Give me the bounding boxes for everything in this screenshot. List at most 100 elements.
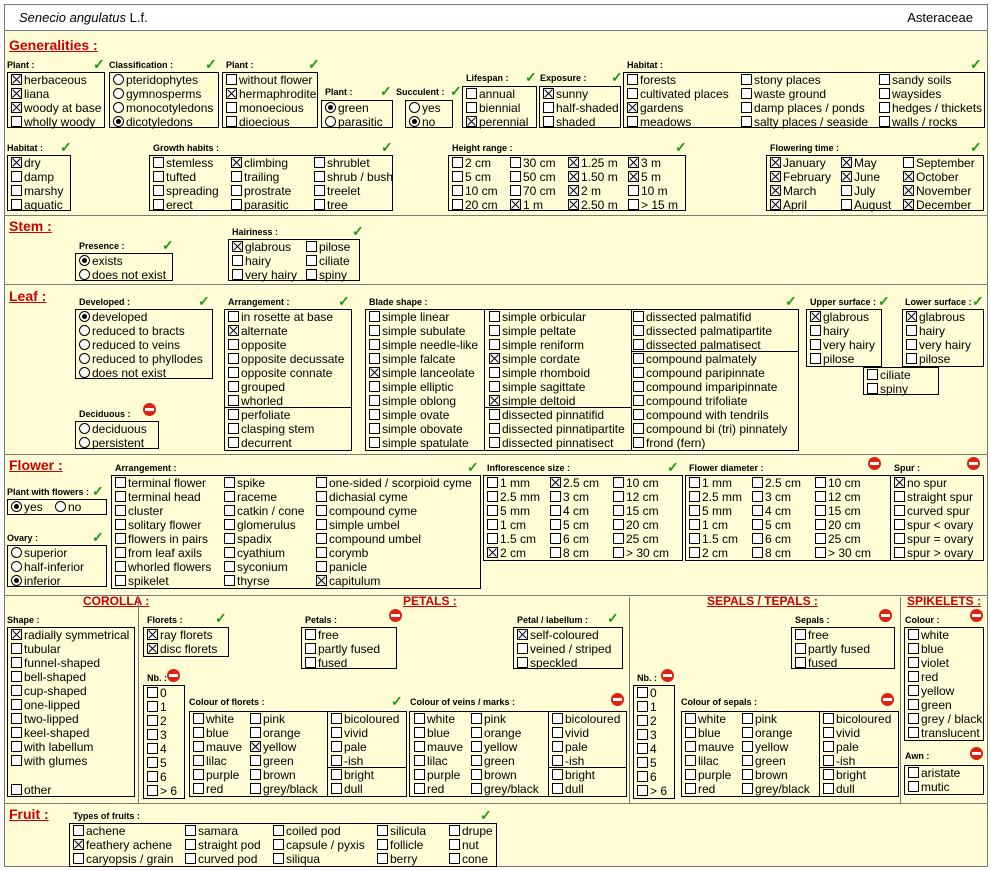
g-fdia-option-25-cm[interactable]: 25 cm [815,532,861,546]
checkbox[interactable] [331,713,342,724]
checkbox[interactable] [879,74,890,85]
g-petals-option-free[interactable]: free [305,628,339,642]
checkbox[interactable] [810,339,821,350]
checkbox[interactable] [552,755,563,766]
g-fdia-option-10-cm[interactable]: 10 cm [815,476,861,490]
checkbox[interactable] [489,423,500,434]
g-grow-option-tufted[interactable]: tufted [153,170,196,184]
checkbox[interactable] [314,171,325,182]
checkbox[interactable] [471,769,482,780]
radio-button[interactable] [113,102,124,113]
g-blade-option-simple-lanceolate[interactable]: simple lanceolate [369,366,475,380]
g-fdia-option-2-5-cm[interactable]: 2.5 cm [752,476,801,490]
g-flow-option-july[interactable]: July [841,184,875,198]
g-fdia-option-6-cm[interactable]: 6 cm [752,532,791,546]
checkbox[interactable] [224,505,235,516]
checkbox[interactable] [224,547,235,558]
checkbox[interactable] [331,741,342,752]
g-blade-option-simple-spatulate[interactable]: simple spatulate [369,436,469,450]
g-fdia-option-20-cm[interactable]: 20 cm [815,518,861,532]
g-height-option-5-m[interactable]: 5 m [628,170,661,184]
checkbox[interactable] [11,116,22,127]
g-farr-option-capitulum[interactable]: capitulum [316,574,380,588]
g-flow-option-may[interactable]: May [841,156,877,170]
g-expo-option-half-shaded[interactable]: half-shaded [543,101,619,115]
g-life-option-perennial[interactable]: perennial [466,115,528,129]
g-cvei-option-white[interactable]: white [414,712,455,726]
g-shape-option-cup-shaped[interactable]: cup-shaped [11,684,87,698]
checkbox[interactable] [550,505,561,516]
g-nb1-option-4[interactable]: 4 [147,742,167,756]
checkbox[interactable] [489,437,500,448]
checkbox[interactable] [908,629,919,640]
checkbox[interactable] [689,491,700,502]
g-csep-option-ish[interactable]: -ish [823,754,855,768]
checkbox[interactable] [226,74,237,85]
g-height-option-1-50-m[interactable]: 1.50 m [568,170,618,184]
checkbox[interactable] [316,477,327,488]
g-cvei-option-pale[interactable]: pale [552,740,588,754]
g-grow-option-stemless[interactable]: stemless [153,156,213,170]
checkbox[interactable] [228,325,239,336]
g-shape-option-one-lipped[interactable]: one-lipped [11,698,80,712]
checkbox[interactable] [147,643,158,654]
g-petals-option-partly-fused[interactable]: partly fused [305,642,380,656]
g-shape-option-with-glumes[interactable]: with glumes [11,754,87,768]
g-farr-option-spike[interactable]: spike [224,476,265,490]
g-hab2-option-damp[interactable]: damp [11,170,54,184]
checkbox[interactable] [11,713,22,724]
g-farr-option-spikelet[interactable]: spikelet [115,574,169,588]
g-flow-option-june[interactable]: June [841,170,880,184]
checkbox[interactable] [273,825,284,836]
g-cflo-option-dull[interactable]: dull [331,782,363,796]
g-ova-option-half-inferior[interactable]: half-inferior [11,560,84,574]
g-dec-option-deciduous[interactable]: deciduous [79,422,147,436]
radio-button[interactable] [113,88,124,99]
g-fruit-option-nut[interactable]: nut [449,838,479,852]
checkbox[interactable] [231,185,242,196]
checkbox[interactable] [11,671,22,682]
g-blade-option-compound-trifoliate[interactable]: compound trifoliate [633,394,747,408]
checkbox[interactable] [685,713,696,724]
g-flow-option-october[interactable]: October [903,170,959,184]
checkbox[interactable] [517,657,528,668]
checkbox[interactable] [73,853,84,864]
g-fdia-option-1-mm[interactable]: 1 mm [689,476,732,490]
checkbox[interactable] [224,491,235,502]
g-hab-option-sandy-soils[interactable]: sandy soils [879,73,951,87]
checkbox[interactable] [908,685,919,696]
g-fruit-option-achene[interactable]: achene [73,824,125,838]
checkbox[interactable] [770,171,781,182]
checkbox[interactable] [11,102,22,113]
checkbox[interactable] [770,157,781,168]
checkbox[interactable] [147,715,158,726]
g-grow-option-parasitic[interactable]: parasitic [231,198,289,212]
checkbox[interactable] [823,713,834,724]
g-blade-option-compound-paripinnate[interactable]: compound paripinnate [633,366,765,380]
radio-button[interactable] [79,255,90,266]
checkbox[interactable] [815,519,826,530]
checkbox[interactable] [11,199,22,210]
checkbox[interactable] [894,533,905,544]
checkbox[interactable] [224,477,235,488]
checkbox[interactable] [742,741,753,752]
g-csep-option-green[interactable]: green [742,754,786,768]
g-cflo-option-yellow[interactable]: yellow [250,740,296,754]
g-hab-option-hedges-thickets[interactable]: hedges / thickets [879,101,982,115]
checkbox[interactable] [894,519,905,530]
g-cflo-option-pale[interactable]: pale [331,740,367,754]
checkbox[interactable] [316,533,327,544]
g-arr-option-whorled[interactable]: whorled [228,394,283,408]
checkbox[interactable] [115,575,126,586]
g-arr-option-perfoliate[interactable]: perfoliate [228,408,290,422]
g-plant2-option-dioecious[interactable]: dioecious [226,115,290,129]
g-class-option-monocotyledons[interactable]: monocotyledons [113,101,213,115]
g-csep-option-pale[interactable]: pale [823,740,859,754]
radio-button[interactable] [113,116,124,127]
checkbox[interactable] [228,367,239,378]
g-lows-option-hairy[interactable]: hairy [906,324,945,338]
checkbox[interactable] [153,185,164,196]
checkbox[interactable] [306,269,317,280]
checkbox[interactable] [115,505,126,516]
g-blade-option-simple-reniform[interactable]: simple reniform [489,338,584,352]
